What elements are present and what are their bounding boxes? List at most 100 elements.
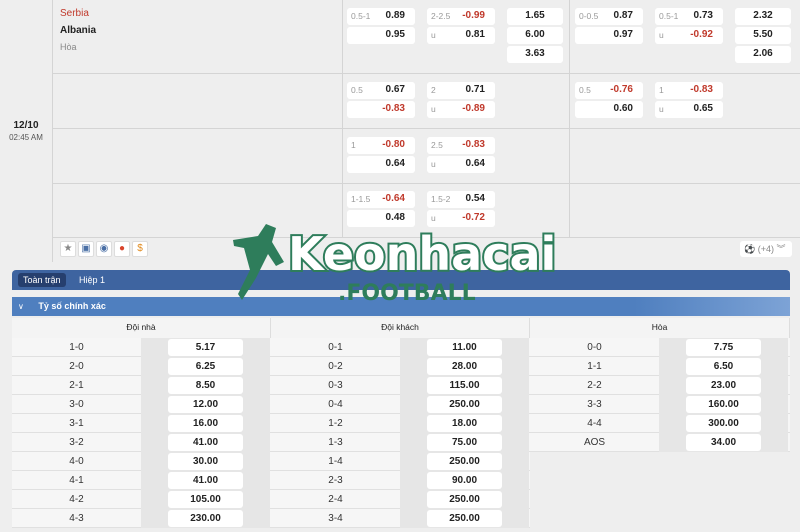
1x2-odds[interactable]: 1.65 bbox=[507, 8, 563, 25]
odds-line: 1 bbox=[351, 140, 356, 150]
score-odds-button[interactable]: 105.00 bbox=[168, 491, 243, 508]
handicap-home-odds[interactable]: 0.5 0.67 bbox=[347, 82, 415, 99]
score-odds-button[interactable]: 8.50 bbox=[168, 377, 243, 394]
eye-icon[interactable]: ◉ bbox=[96, 241, 112, 257]
handicap-home-odds[interactable]: 0.5-1 0.89 bbox=[347, 8, 415, 25]
score-label: 0-4 bbox=[328, 399, 343, 410]
odds-line: u bbox=[431, 213, 436, 223]
1x2-odds[interactable]: 3.63 bbox=[507, 46, 563, 63]
odds-value: -0.99 bbox=[462, 10, 485, 21]
odds-line: 1.5-2 bbox=[431, 194, 451, 204]
handicap-away-odds[interactable]: 0.64 bbox=[347, 156, 415, 173]
score-odds-button[interactable]: 300.00 bbox=[686, 415, 761, 432]
1x2-odds[interactable]: 2.06 bbox=[735, 46, 791, 63]
score-odds-button[interactable]: 18.00 bbox=[427, 415, 502, 432]
action-icons: ★ ▣ ◉ ● $ bbox=[60, 241, 148, 257]
handicap-home-odds[interactable]: 0.5 -0.76 bbox=[575, 82, 643, 99]
tv-icon[interactable]: ▣ bbox=[78, 241, 94, 257]
score-label: 4-1 bbox=[69, 475, 84, 486]
odds-value: 0.73 bbox=[693, 10, 713, 21]
odds-value: 0.97 bbox=[613, 29, 633, 40]
score-odds-button[interactable]: 6.25 bbox=[168, 358, 243, 375]
tab-full-match[interactable]: Toàn trận bbox=[18, 273, 66, 287]
odds-cell: 34.00 bbox=[659, 433, 788, 452]
section-header[interactable]: ∨ Tỷ số chính xác bbox=[12, 297, 790, 316]
handicap-away-odds[interactable]: -0.83 bbox=[347, 101, 415, 118]
score-row: 4-1 41.00 bbox=[12, 471, 271, 490]
handicap-away-odds[interactable]: 0.95 bbox=[347, 27, 415, 44]
score-odds-button[interactable]: 30.00 bbox=[168, 453, 243, 470]
1x2-odds[interactable]: 5.50 bbox=[735, 27, 791, 44]
score-odds-button[interactable]: 230.00 bbox=[168, 510, 243, 527]
score-row: AOS 34.00 bbox=[530, 433, 790, 452]
1x2-odds[interactable]: 6.00 bbox=[507, 27, 563, 44]
under-odds[interactable]: u -0.89 bbox=[427, 101, 495, 118]
fire-icon[interactable]: ● bbox=[114, 241, 130, 257]
under-odds[interactable]: u 0.64 bbox=[427, 156, 495, 173]
score-odds-button[interactable]: 41.00 bbox=[168, 434, 243, 451]
score-odds-button[interactable]: 7.75 bbox=[686, 339, 761, 356]
under-odds[interactable]: u -0.92 bbox=[655, 27, 723, 44]
odds-value: 6.00 bbox=[525, 29, 545, 40]
score-odds-button[interactable]: 5.17 bbox=[168, 339, 243, 356]
score-row: 4-3 230.00 bbox=[12, 509, 271, 528]
under-odds[interactable]: u 0.81 bbox=[427, 27, 495, 44]
odds-cell: 41.00 bbox=[141, 433, 270, 452]
score-odds-button[interactable]: 115.00 bbox=[427, 377, 502, 394]
score-odds-button[interactable]: 160.00 bbox=[686, 396, 761, 413]
star-icon[interactable]: ★ bbox=[60, 241, 76, 257]
away-team[interactable]: Albania bbox=[60, 25, 97, 36]
score-odds-button[interactable]: 12.00 bbox=[168, 396, 243, 413]
column-header: Hòa bbox=[530, 318, 790, 338]
score-label: 0-3 bbox=[328, 380, 343, 391]
1x2-odds[interactable]: 2.32 bbox=[735, 8, 791, 25]
odds-cell: 11.00 bbox=[400, 338, 529, 357]
score-row: 3-4 250.00 bbox=[271, 509, 530, 528]
tab-first-half[interactable]: Hiệp 1 bbox=[79, 275, 106, 285]
score-odds-button[interactable]: 41.00 bbox=[168, 472, 243, 489]
score-label: 3-1 bbox=[69, 418, 84, 429]
under-odds[interactable]: u 0.65 bbox=[655, 101, 723, 118]
score-odds-button[interactable]: 34.00 bbox=[686, 434, 761, 451]
odds-cell: 250.00 bbox=[400, 395, 529, 414]
score-odds-button[interactable]: 90.00 bbox=[427, 472, 502, 489]
handicap-home-odds[interactable]: 1-1.5 -0.64 bbox=[347, 191, 415, 208]
under-odds[interactable]: u -0.72 bbox=[427, 210, 495, 227]
score-odds-button[interactable]: 11.00 bbox=[427, 339, 502, 356]
score-label: 2-3 bbox=[328, 475, 343, 486]
handicap-home-odds[interactable]: 1 -0.80 bbox=[347, 137, 415, 154]
score-odds-button[interactable]: 28.00 bbox=[427, 358, 502, 375]
more-markets-button[interactable]: ⚽ (+4) ︾ bbox=[740, 241, 792, 257]
coin-icon[interactable]: $ bbox=[132, 241, 148, 257]
score-odds-button[interactable]: 250.00 bbox=[427, 396, 502, 413]
score-odds-button[interactable]: 250.00 bbox=[427, 491, 502, 508]
handicap-away-odds[interactable]: 0.48 bbox=[347, 210, 415, 227]
score-odds-button[interactable]: 23.00 bbox=[686, 377, 761, 394]
odds-line: u bbox=[659, 104, 664, 114]
score-odds-button[interactable]: 250.00 bbox=[427, 510, 502, 527]
odds-line: 1-1.5 bbox=[351, 194, 371, 204]
odds-line: u bbox=[431, 159, 436, 169]
score-odds-button[interactable]: 6.50 bbox=[686, 358, 761, 375]
score-row: 3-1 16.00 bbox=[12, 414, 271, 433]
over-odds[interactable]: 2-2.5 -0.99 bbox=[427, 8, 495, 25]
score-row: 4-0 30.00 bbox=[12, 452, 271, 471]
odds-cell: 250.00 bbox=[400, 490, 529, 509]
home-team[interactable]: Serbia bbox=[60, 8, 89, 19]
over-odds[interactable]: 1 -0.83 bbox=[655, 82, 723, 99]
score-odds-button[interactable]: 75.00 bbox=[427, 434, 502, 451]
handicap-away-odds[interactable]: 0.60 bbox=[575, 101, 643, 118]
over-odds[interactable]: 1.5-2 0.54 bbox=[427, 191, 495, 208]
score-odds-button[interactable]: 16.00 bbox=[168, 415, 243, 432]
odds-value: -0.83 bbox=[382, 103, 405, 114]
over-odds[interactable]: 2 0.71 bbox=[427, 82, 495, 99]
handicap-away-odds[interactable]: 0.97 bbox=[575, 27, 643, 44]
handicap-home-odds[interactable]: 0-0.5 0.87 bbox=[575, 8, 643, 25]
score-odds-button[interactable]: 250.00 bbox=[427, 453, 502, 470]
score-row: 2-3 90.00 bbox=[271, 471, 530, 490]
period-tabs: Toàn trận Hiệp 1 bbox=[12, 270, 790, 290]
over-odds[interactable]: 0.5-1 0.73 bbox=[655, 8, 723, 25]
odds-value: 0.60 bbox=[613, 103, 633, 114]
odds-cell: 105.00 bbox=[141, 490, 270, 509]
over-odds[interactable]: 2.5 -0.83 bbox=[427, 137, 495, 154]
